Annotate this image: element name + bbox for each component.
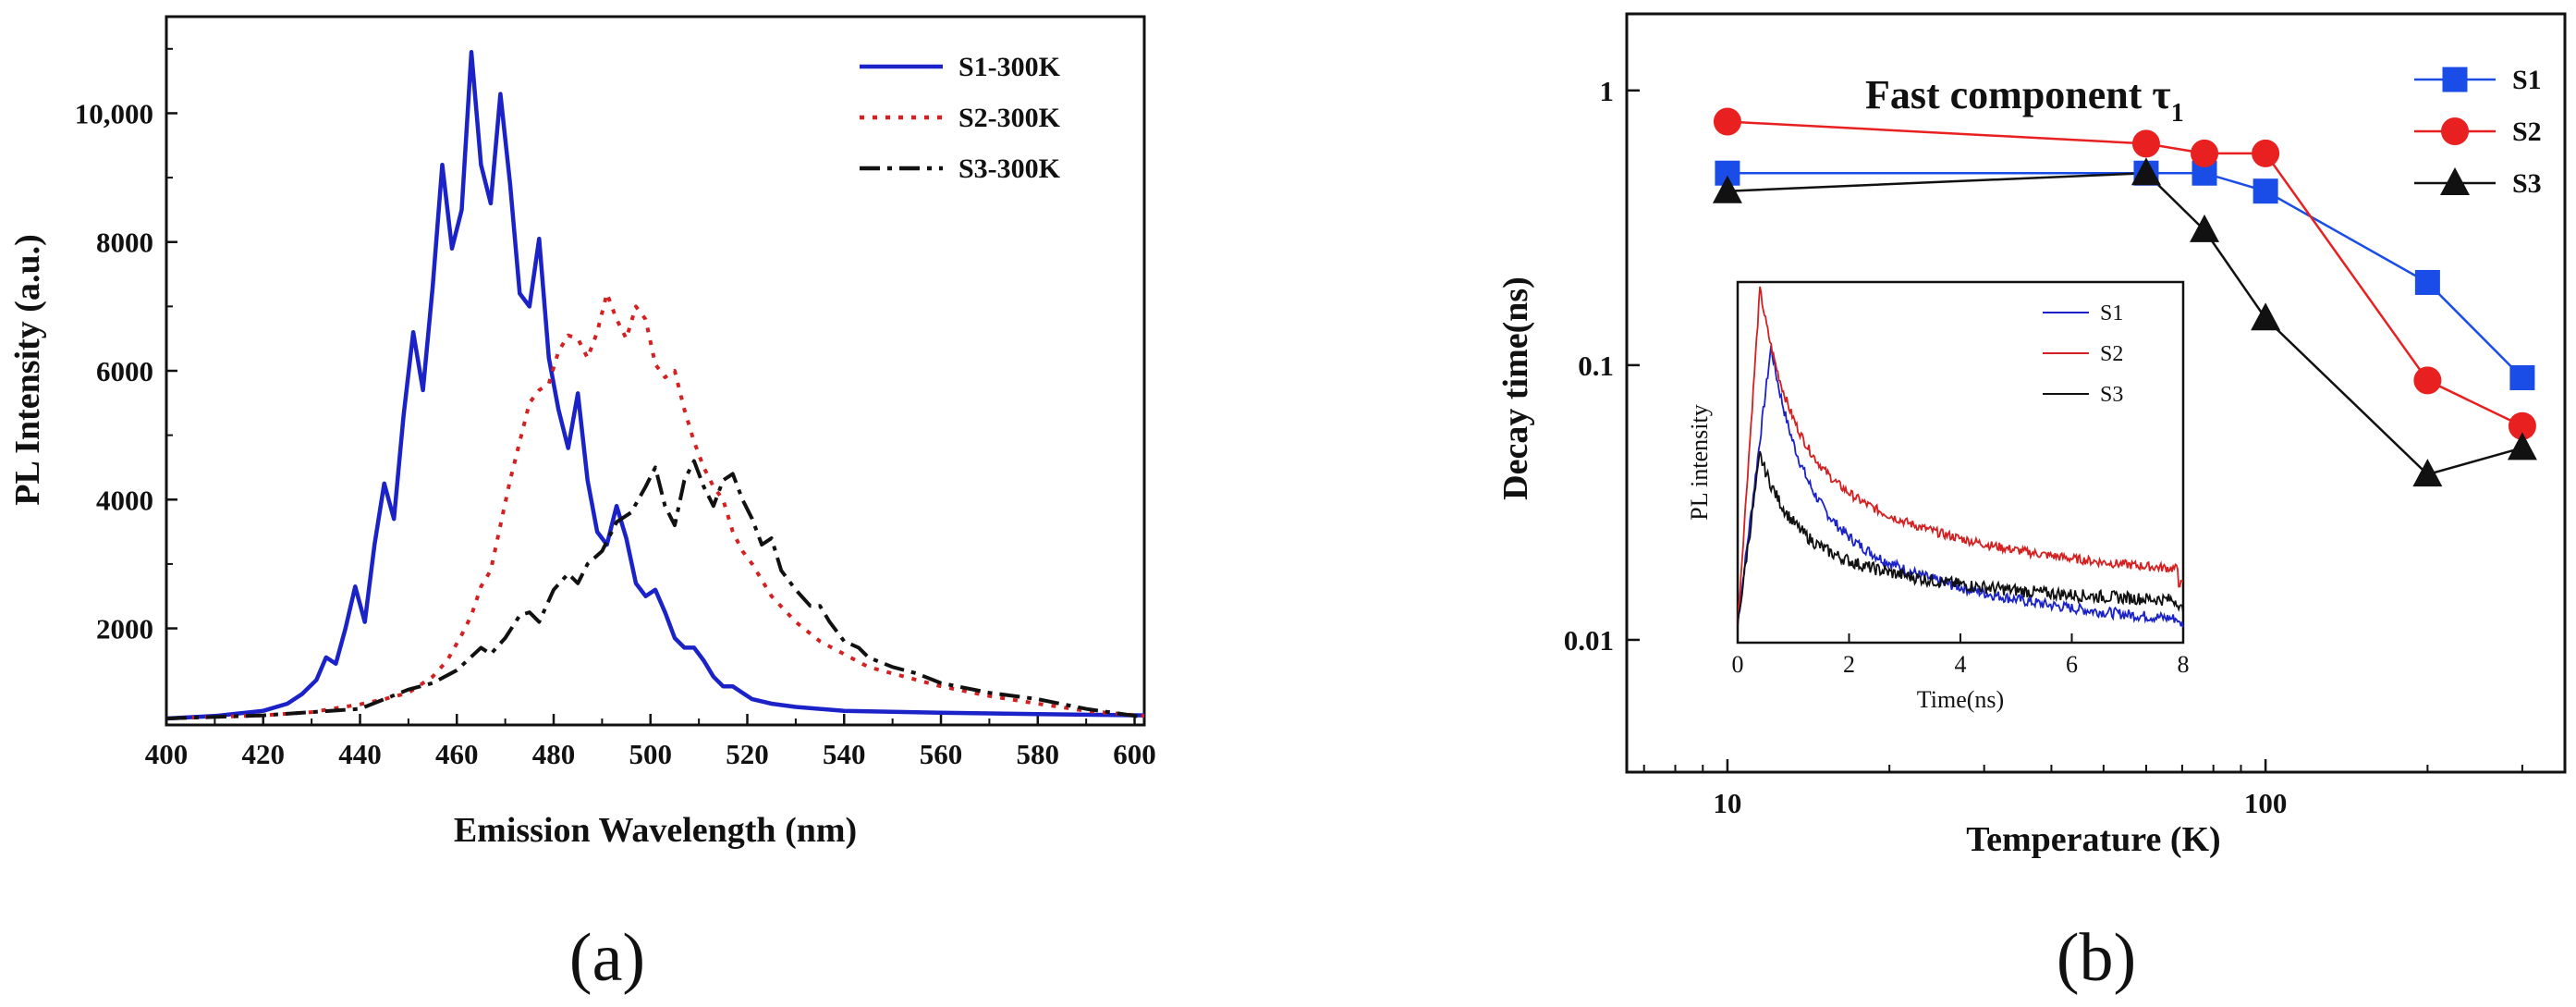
- x-tick-label: 580: [1017, 738, 1060, 770]
- point-S3: [2412, 459, 2443, 487]
- series-line-S2: [1727, 120, 2523, 427]
- point-S2: [1713, 107, 1741, 136]
- x-tick-label: 560: [920, 738, 963, 770]
- inset-y-axis-title: PL intensity: [1686, 404, 1713, 520]
- x-tick-label: 500: [629, 738, 673, 770]
- legend-label-S1: S1: [2512, 65, 2542, 95]
- plot-b-title-main: Fast component τ: [1865, 72, 2171, 117]
- x-tick-label: 520: [726, 738, 769, 770]
- y-tick-label: 4000: [96, 484, 153, 516]
- inset-legend-label-S2: S2: [2100, 342, 2123, 366]
- point-S1: [2509, 364, 2535, 390]
- plot-b-title: Fast component τ1: [1865, 72, 2184, 128]
- legend-marker-S3: [2440, 167, 2470, 195]
- point-S2: [2508, 411, 2536, 440]
- plot-a-series: [165, 50, 1145, 721]
- legend-label-S3: S3: [2512, 168, 2542, 199]
- point-S1: [1715, 160, 1740, 186]
- y-tick-label: 8000: [96, 227, 153, 259]
- x-tick-label: 460: [435, 738, 479, 770]
- y-tick-label: 10,000: [75, 97, 153, 129]
- point-S3: [2190, 214, 2220, 242]
- inset-x-tick-label: 4: [1955, 651, 1967, 678]
- point-S3: [2251, 302, 2281, 331]
- point-S1: [2252, 178, 2278, 204]
- inset-series: [1737, 286, 2184, 628]
- inset-x-tick-label: 2: [1843, 651, 1855, 678]
- legend-marker-S2: [2441, 117, 2469, 145]
- plot-b-x-axis-title: Temperature (K): [1966, 820, 2220, 859]
- plot-b-y-axis-title: Decay time(ns): [1496, 276, 1535, 500]
- point-S2: [2252, 139, 2280, 167]
- legend-label-S2: S2: [2512, 117, 2542, 147]
- plot-b-legend: S1 S2 S3: [2414, 65, 2542, 199]
- legend-label-S1-300K: S1-300K: [958, 52, 1061, 82]
- y-tick-label: 6000: [96, 355, 153, 387]
- point-S2: [2191, 139, 2219, 167]
- plot-b-frame: [1625, 12, 2567, 774]
- x-tick-label: 400: [145, 738, 189, 770]
- y-tick-label: 1: [1600, 75, 1615, 107]
- y-tick-label: 2000: [96, 613, 153, 645]
- x-tick-label: 540: [823, 738, 866, 770]
- inset-legend: S1 S2 S3: [2043, 301, 2123, 407]
- plot-a-y-axis-title: PL Intensity (a.u.): [8, 234, 47, 505]
- x-tick-label: 10: [1713, 787, 1741, 819]
- inset-legend-label-S1: S1: [2100, 301, 2123, 325]
- inset-x-axis-title: Time(ns): [1917, 686, 2004, 713]
- series-S3-300K: [165, 459, 1145, 720]
- legend-marker-S1: [2442, 67, 2468, 92]
- y-tick-label: 0.1: [1578, 350, 1614, 382]
- point-S1: [2414, 269, 2440, 295]
- legend-label-S3-300K: S3-300K: [958, 154, 1061, 184]
- inset-x-tick-label: 6: [2066, 651, 2078, 678]
- plot-a-ticks: 400 420 440 460 480 500 520 540 560 580 600 2000 400…: [75, 47, 1156, 770]
- y-tick-label: 0.01: [1564, 624, 1614, 657]
- legend-label-S2-300K: S2-300K: [958, 103, 1061, 133]
- plot-a-x-axis-title: Emission Wavelength (nm): [454, 811, 857, 850]
- x-tick-label: 480: [532, 738, 576, 770]
- x-tick-label: 440: [338, 738, 382, 770]
- point-S2: [2413, 366, 2442, 395]
- inset-series-S1: [1737, 345, 2184, 628]
- plot-a-legend: S1-300K S2-300K S3-300K: [860, 52, 1061, 184]
- point-S3: [2507, 432, 2537, 461]
- series-line-S3: [1727, 171, 2523, 476]
- inset-legend-label-S3: S3: [2100, 383, 2123, 407]
- inset-x-tick-label: 8: [2178, 651, 2190, 678]
- series-S1-300K: [165, 50, 1145, 721]
- x-tick-label: 420: [242, 738, 286, 770]
- series-S2-300K: [165, 291, 1145, 720]
- inset-ticks: 0 2 4 6 8: [1732, 633, 2190, 678]
- point-S3: [1712, 175, 1742, 203]
- panel-a: 400 420 440 460 480 500 520 540 560 580 600 2000 400…: [8, 15, 1156, 996]
- plot-b-series: [1712, 107, 2537, 487]
- series-line-S1: [1727, 171, 2523, 379]
- point-S3: [2130, 157, 2161, 186]
- point-S2: [2131, 129, 2160, 158]
- panel-a-label: (a): [569, 920, 645, 996]
- plot-b-title-subscript: 1: [2171, 99, 2184, 128]
- x-tick-label: 600: [1113, 738, 1156, 770]
- panel-b-label: (b): [2057, 920, 2136, 996]
- inset-x-tick-label: 0: [1732, 651, 1744, 678]
- inset-series-S2: [1737, 286, 2184, 626]
- inset-series-S3: [1737, 450, 2184, 627]
- x-tick-label: 100: [2244, 787, 2288, 819]
- plot-b-inset: 0 2 4 6 8 S1 S2 S3 Time(ns) PL intensity: [1686, 280, 2190, 713]
